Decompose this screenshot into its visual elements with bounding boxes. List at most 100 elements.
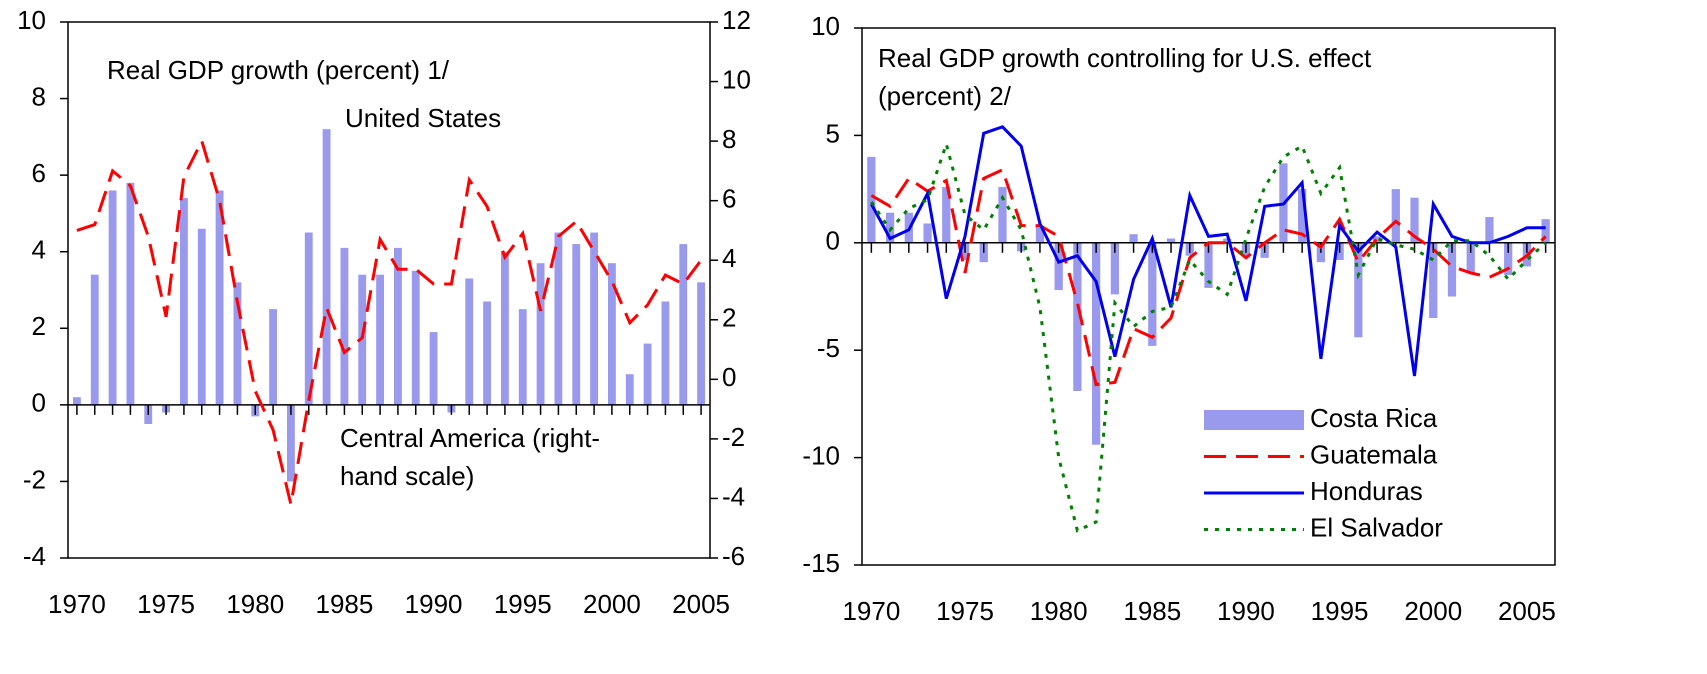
x-tick-label: 1990 [1217,596,1275,626]
y2-tick-label: 12 [722,5,751,35]
bar [1166,238,1176,243]
bar [108,190,117,405]
bar [643,343,652,405]
x-tick-label: 1995 [494,589,552,619]
bar [233,282,242,405]
y2-tick-label: -4 [722,481,745,511]
bar [998,186,1007,243]
bar [1092,242,1101,445]
bar [923,223,932,243]
y-tick-label: 6 [32,158,46,188]
bar [554,232,563,405]
x-tick-label: 2000 [1404,596,1462,626]
bar [1223,238,1232,243]
y-tick-label: 8 [32,81,46,111]
y2-tick-label: 6 [722,184,736,214]
bar [340,247,349,405]
x-tick-label: 1970 [842,596,900,626]
y-tick-label: 5 [826,118,840,148]
x-tick-label: 2005 [672,589,730,619]
series-annotation: hand scale) [340,461,474,491]
bar [322,129,331,405]
y2-tick-label: -2 [722,422,745,452]
bar [179,198,188,405]
bar [1073,242,1082,392]
series-annotation: Central America (right- [340,423,600,453]
bar [376,274,385,405]
x-tick-label: 1980 [226,589,284,619]
bar [697,282,706,405]
x-tick-label: 1985 [315,589,373,619]
y2-tick-label: 0 [722,362,736,392]
y-tick-label: 2 [32,311,46,341]
bar [536,263,545,405]
bar [1485,217,1494,243]
bar [393,247,402,405]
x-tick-label: 1975 [936,596,994,626]
x-tick-label: 1985 [1123,596,1181,626]
bar [429,332,438,405]
y-tick-label: 10 [17,5,46,35]
bar [1504,242,1513,276]
bar [90,274,99,405]
y-tick-label: 10 [811,11,840,41]
legend-label: El Salvador [1310,512,1443,542]
y2-tick-label: -6 [722,541,745,571]
x-tick-label: 1995 [1311,596,1369,626]
bar [1447,242,1457,297]
bar [500,251,509,405]
bar [1110,242,1119,295]
y-tick-label: 0 [32,388,46,418]
bar [1391,189,1400,243]
y2-tick-label: 4 [722,243,736,273]
y-tick-label: -15 [802,548,840,578]
y-tick-label: -4 [23,541,46,571]
bar [126,182,135,405]
plot-frame [861,27,1556,566]
bar [590,232,599,405]
bar [358,274,367,405]
bar [1148,242,1157,346]
series-line [870,167,1547,387]
legend-swatch [1204,410,1304,430]
bar [1204,242,1213,288]
bar [661,301,670,405]
bar [1372,236,1382,243]
x-tick-label: 1990 [405,589,463,619]
bar [286,404,295,482]
bar [1354,242,1363,338]
bar [215,190,224,405]
bar [1054,242,1063,291]
x-tick-label: 1975 [137,589,195,619]
bar [1298,189,1307,243]
bar [679,244,688,405]
bar [572,244,581,405]
bar [1129,234,1138,243]
legend-label: Costa Rica [1310,403,1438,433]
chart-title: Real GDP growth controlling for U.S. eff… [878,43,1372,73]
bar [867,156,876,243]
bar [269,309,278,405]
series-line [870,138,1547,533]
y2-tick-label: 10 [722,64,751,94]
y-tick-label: -2 [23,464,46,494]
bar [1429,242,1438,318]
x-tick-label: 2000 [583,589,641,619]
bar [72,397,81,405]
bar [197,228,206,405]
bar [942,186,951,243]
bar [607,263,616,405]
bar [518,309,527,405]
y-tick-label: -5 [817,333,840,363]
legend-label: Honduras [1310,476,1423,506]
bar [625,374,634,405]
series-line [870,125,1546,377]
bar [304,232,313,405]
plot-frame [67,21,711,559]
bar [1410,197,1419,243]
bar [1035,225,1045,243]
bar [1466,242,1475,273]
y-tick-label: 0 [826,226,840,256]
series-annotation: United States [345,103,501,133]
